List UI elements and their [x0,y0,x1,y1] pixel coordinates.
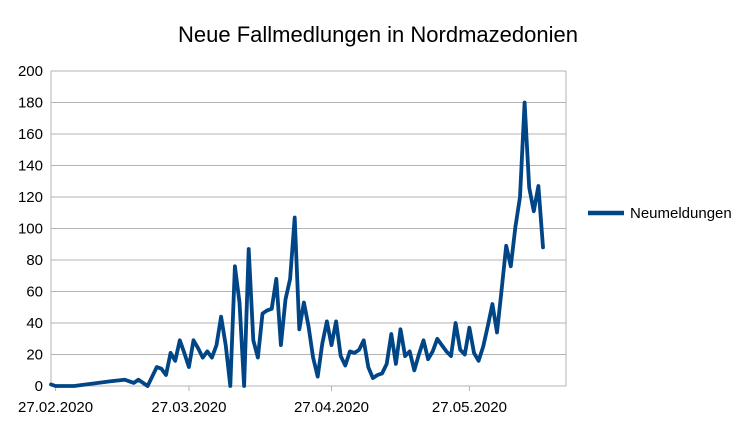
y-tick-label: 140 [18,158,43,175]
y-tick-label: 120 [18,189,43,206]
gridlines [51,70,566,387]
y-tick-label: 60 [26,284,43,301]
y-tick-label: 200 [18,63,43,80]
x-tick-label: 27.03.2020 [151,399,226,416]
axes [50,71,567,391]
y-tick-label: 80 [26,252,43,269]
x-axis-tick-labels: 27.02.2020 27.03.2020 27.04.2020 27.05.2020 [18,399,507,416]
x-tick-label: 27.05.2020 [432,399,507,416]
y-tick-label: 160 [18,126,43,143]
y-axis-tick-labels: 0 20 40 60 80 100 120 140 160 180 200 [18,63,43,395]
series-line-neumeldungen [49,100,545,388]
y-tick-label: 40 [26,315,43,332]
y-tick-label: 100 [18,221,43,238]
chart-title: Neue Fallmedlungen in Nordmazedonien [178,22,578,47]
y-tick-label: 0 [35,378,43,395]
legend: Neumeldungen [588,205,732,222]
y-tick-label: 180 [18,95,43,112]
y-tick-label: 20 [26,347,43,364]
series-layer [49,100,545,388]
legend-label-neumeldungen: Neumeldungen [630,205,732,222]
x-tick-label: 27.02.2020 [18,399,93,416]
x-tick-label: 27.04.2020 [294,399,369,416]
